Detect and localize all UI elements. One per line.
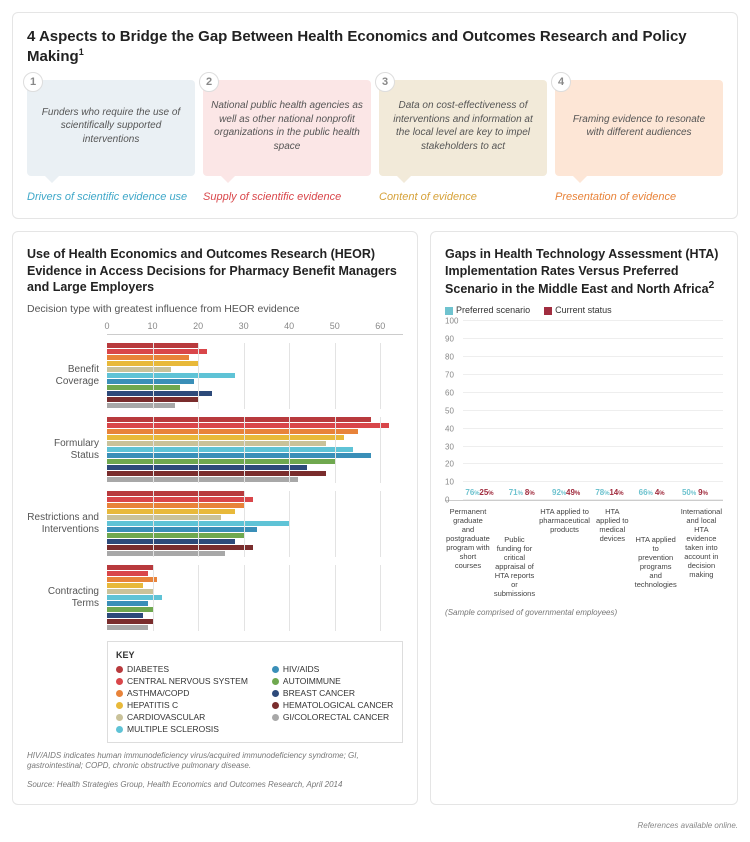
legend-key-label: KEY (116, 650, 394, 660)
hta-category-label: Permanent graduate and postgraduate prog… (445, 507, 491, 598)
hta-legend-item: Current status (544, 305, 612, 315)
legend-item: BREAST CANCER (272, 688, 393, 698)
heor-bar (107, 471, 326, 476)
legend-item: HEPATITIS C (116, 700, 248, 710)
legend-item: MULTIPLE SCLEROSIS (116, 724, 248, 734)
hta-category-label: International and local HTA evidence tak… (680, 507, 723, 598)
heor-bar (107, 477, 298, 482)
heor-bar (107, 491, 244, 496)
hta-category-label: HTA applied to prevention programs and t… (634, 535, 678, 598)
heor-bar (107, 379, 194, 384)
heor-bar (107, 459, 335, 464)
heor-bar (107, 571, 148, 576)
heor-legend: KEY DIABETES CENTRAL NERVOUS SYSTEM ASTHMA… (107, 641, 403, 743)
legend-item: HIV/AIDS (272, 664, 393, 674)
legend-item: DIABETES (116, 664, 248, 674)
heor-bar (107, 503, 244, 508)
heor-group: Restrictions and Interventions (27, 491, 403, 557)
heor-subtitle: Decision type with greatest influence fr… (27, 303, 403, 315)
heor-bar (107, 447, 353, 452)
heor-footnote-abbrev: HIV/AIDS indicates human immunodeficienc… (27, 751, 403, 772)
legend-item: GI/COLORECTAL CANCER (272, 712, 393, 722)
heor-bar (107, 385, 180, 390)
heor-bar (107, 619, 153, 624)
heor-bar (107, 539, 235, 544)
heor-bar (107, 367, 171, 372)
heor-bar (107, 545, 253, 550)
hta-card: Gaps in Health Technology Assessment (HT… (430, 231, 738, 805)
heor-bar (107, 601, 148, 606)
heor-bar (107, 583, 143, 588)
aspect-item: 1Funders who require the use of scientif… (27, 80, 195, 204)
legend-item: AUTOIMMUNE (272, 676, 393, 686)
hta-legend-item: Preferred scenario (445, 305, 530, 315)
heor-bar (107, 577, 157, 582)
hta-categories: Permanent graduate and postgraduate prog… (445, 507, 723, 598)
heor-card: Use of Health Economics and Outcomes Res… (12, 231, 418, 805)
hta-legend: Preferred scenario Current status (445, 305, 723, 315)
heor-bar (107, 527, 257, 532)
heor-bar (107, 551, 225, 556)
hta-chart: 76%25%71%8%92%49%78%14%66%4%50%9% 010203… (445, 321, 723, 501)
references-note: References available online. (12, 821, 738, 830)
heor-bar (107, 349, 207, 354)
aspects-card: 4 Aspects to Bridge the Gap Between Heal… (12, 12, 738, 219)
heor-bar (107, 391, 212, 396)
heor-bar (107, 613, 143, 618)
heor-bar (107, 625, 148, 630)
aspect-item: 2National public health agencies as well… (203, 80, 371, 204)
hta-category-label: HTA applied to medical devices (593, 507, 632, 598)
hta-title: Gaps in Health Technology Assessment (HT… (445, 246, 723, 297)
heor-bar (107, 497, 253, 502)
heor-group: Formulary Status (27, 417, 403, 483)
heor-bar (107, 565, 153, 570)
heor-bar (107, 417, 371, 422)
heor-bar (107, 453, 371, 458)
heor-bar (107, 429, 358, 434)
heor-bar (107, 403, 175, 408)
hta-category-label: HTA applied to pharmaceutical products (538, 507, 591, 598)
heor-bar (107, 509, 235, 514)
heor-title: Use of Health Economics and Outcomes Res… (27, 246, 403, 295)
heor-bar (107, 533, 244, 538)
heor-chart: 0102030405060 Benefit CoverageFormulary … (27, 321, 403, 743)
aspects-title: 4 Aspects to Bridge the Gap Between Heal… (27, 27, 723, 66)
aspect-item: 3Data on cost-effectiveness of intervent… (379, 80, 547, 204)
heor-group: Contracting Terms (27, 565, 403, 631)
heor-bar (107, 435, 344, 440)
heor-bar (107, 441, 326, 446)
heor-bar (107, 355, 189, 360)
heor-bar (107, 515, 221, 520)
heor-bar (107, 607, 153, 612)
legend-item: CENTRAL NERVOUS SYSTEM (116, 676, 248, 686)
heor-group: Benefit Coverage (27, 343, 403, 409)
hta-sample-note: (Sample comprised of governmental employ… (445, 608, 723, 618)
hta-category-label: Public funding for critical appraisal of… (493, 535, 536, 598)
legend-item: ASTHMA/COPD (116, 688, 248, 698)
heor-bar (107, 423, 389, 428)
aspect-item: 4Framing evidence to resonate with diffe… (555, 80, 723, 204)
aspects-row: 1Funders who require the use of scientif… (27, 80, 723, 204)
legend-item: CARDIOVASCULAR (116, 712, 248, 722)
legend-item: HEMATOLOGICAL CANCER (272, 700, 393, 710)
heor-footnote-source: Source: Health Strategies Group, Health … (27, 780, 403, 790)
heor-bar (107, 373, 235, 378)
heor-bar (107, 465, 307, 470)
heor-bar (107, 589, 153, 594)
